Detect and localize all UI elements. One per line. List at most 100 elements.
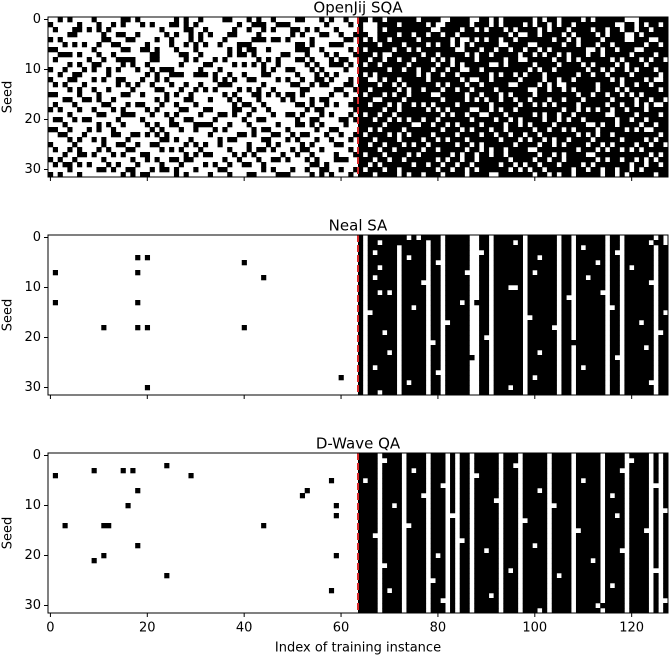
cell-run <box>600 107 611 113</box>
cell-run <box>474 518 499 524</box>
cell-run <box>304 52 310 58</box>
cell-run <box>144 255 151 261</box>
cell-run <box>212 87 218 93</box>
cell-run <box>493 305 523 311</box>
cell-run <box>135 162 141 168</box>
cell-run <box>479 240 490 246</box>
cell-run <box>609 380 620 386</box>
cell-run <box>81 67 88 73</box>
y-axis-label: Seed <box>1 517 16 550</box>
cell-run <box>551 603 572 609</box>
cell-run <box>430 162 441 168</box>
cell-run <box>135 102 146 108</box>
cell-run <box>440 167 451 173</box>
cell-run <box>430 573 446 579</box>
cell-run <box>101 553 107 559</box>
cell-run <box>663 593 669 599</box>
cell-run <box>609 365 620 371</box>
cell-run <box>483 67 528 73</box>
cell-run <box>493 245 523 251</box>
cell-run <box>648 62 669 68</box>
cell-run <box>222 127 228 133</box>
cell-run <box>280 97 286 103</box>
cell-run <box>580 528 601 534</box>
cell-run <box>81 97 92 103</box>
cell-run <box>483 250 490 256</box>
cell-run <box>624 57 640 63</box>
cell-run <box>658 300 669 306</box>
cell-run <box>396 92 407 98</box>
cell-run <box>575 360 606 366</box>
cell-run <box>236 42 252 48</box>
cell-run <box>580 57 611 63</box>
cell-run <box>454 37 461 43</box>
cell-run <box>503 588 519 594</box>
cell-run <box>377 32 398 38</box>
cell-run <box>663 112 669 118</box>
cell-run <box>391 290 398 296</box>
cell-run <box>445 172 465 178</box>
cell-run <box>585 365 606 371</box>
cell-run <box>551 568 572 574</box>
cell-run <box>522 503 548 509</box>
cell-run <box>261 167 267 173</box>
cell-run <box>551 608 572 614</box>
cell-run <box>173 112 180 118</box>
cell-run <box>537 112 543 118</box>
cell-run <box>638 97 649 103</box>
cell-run <box>440 27 461 33</box>
cell-run <box>169 117 175 123</box>
chart-title: OpenJij SQA <box>313 0 403 17</box>
cell-run <box>430 265 441 271</box>
cell-run <box>479 325 490 331</box>
cell-run <box>304 62 310 68</box>
y-tick-label: 10 <box>24 62 41 77</box>
cell-run <box>663 498 669 504</box>
cell-run <box>561 365 572 371</box>
cell-run <box>367 260 398 266</box>
cell-run <box>96 27 102 33</box>
cell-run <box>605 598 625 604</box>
cell-run <box>503 593 519 599</box>
cell-run <box>425 137 436 143</box>
cell-run <box>217 67 223 73</box>
cell-run <box>629 87 659 93</box>
cell-run <box>658 320 669 326</box>
cell-run <box>193 127 199 133</box>
cell-run <box>571 52 586 58</box>
cell-run <box>522 573 548 579</box>
cell-run <box>425 87 441 93</box>
cell-run <box>450 588 456 594</box>
cell-run <box>430 538 446 544</box>
cell-run <box>72 72 83 78</box>
cell-run <box>585 245 606 251</box>
cell-run <box>430 483 441 489</box>
cell-run <box>605 548 620 554</box>
cell-run <box>251 37 267 43</box>
x-axis-label: Index of training instance <box>275 641 441 656</box>
cell-run <box>503 488 519 494</box>
cell-run <box>648 77 654 83</box>
cell-run <box>251 107 257 113</box>
cell-run <box>178 62 184 68</box>
cell-run <box>624 375 654 381</box>
cell-run <box>483 92 499 98</box>
cell-run <box>241 260 247 266</box>
cell-run <box>658 340 669 346</box>
cell-run <box>493 22 499 28</box>
cell-run <box>663 563 669 569</box>
cell-run <box>605 593 625 599</box>
cell-run <box>575 255 606 261</box>
cell-run <box>430 335 441 341</box>
cell-run <box>328 112 335 118</box>
cell-run <box>183 172 189 178</box>
cell-run <box>135 543 141 549</box>
cell-run <box>546 112 557 118</box>
cell-run <box>595 92 606 98</box>
cell-run <box>358 498 378 504</box>
cell-run <box>358 77 368 83</box>
cell-run <box>493 335 523 341</box>
cell-run <box>328 588 335 594</box>
cell-run <box>624 355 654 361</box>
cell-run <box>309 142 315 148</box>
